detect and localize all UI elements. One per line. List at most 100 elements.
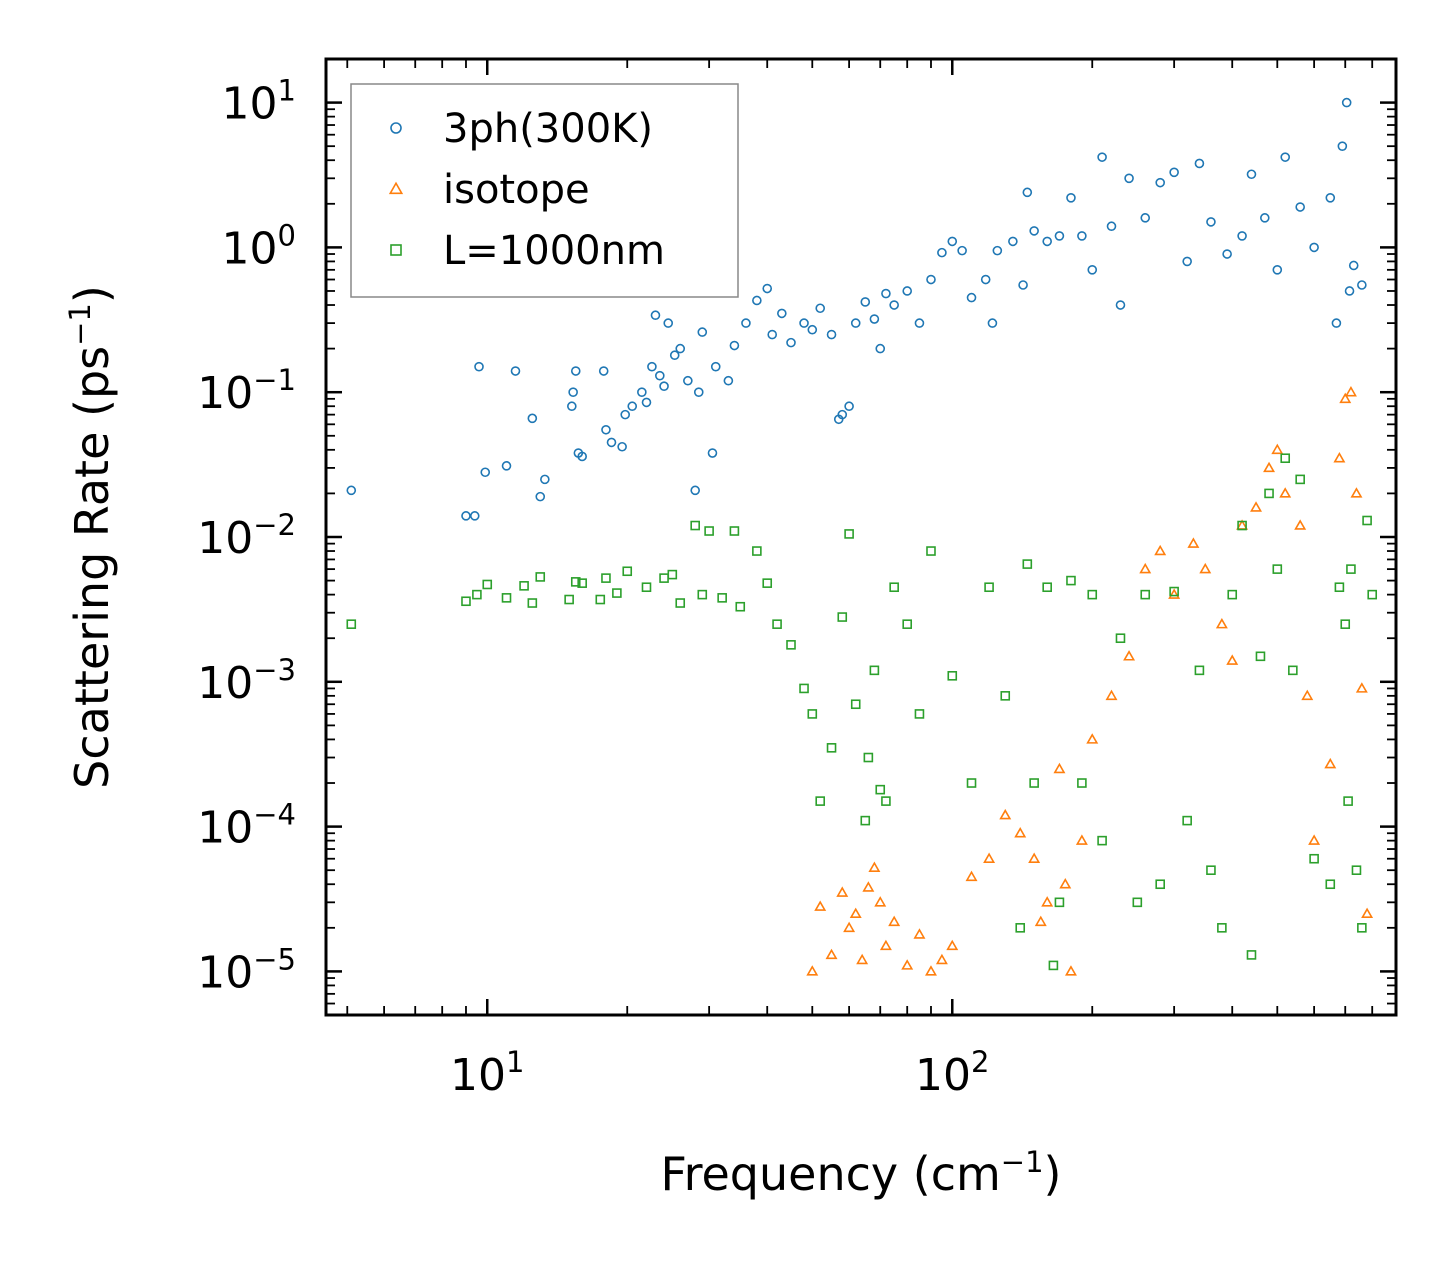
data-point <box>1029 778 1039 788</box>
data-point <box>1042 236 1052 247</box>
data-point <box>1132 897 1143 908</box>
data-point <box>913 928 926 939</box>
data-point <box>690 485 700 496</box>
data-point <box>1182 256 1192 267</box>
y-tick-label: 10−3 <box>197 653 296 709</box>
data-point <box>947 671 958 681</box>
data-point <box>1350 487 1363 498</box>
data-point <box>1272 564 1283 574</box>
data-point <box>1206 217 1216 227</box>
data-point <box>1123 650 1136 661</box>
data-point <box>752 546 762 556</box>
data-point <box>869 314 880 324</box>
data-point <box>914 709 925 719</box>
data-point <box>1215 617 1228 629</box>
data-point <box>1362 515 1372 526</box>
data-point <box>717 593 727 603</box>
data-point <box>1000 691 1011 701</box>
data-point <box>777 308 787 319</box>
data-point <box>729 340 740 351</box>
data-point <box>1064 965 1077 976</box>
data-point <box>935 953 948 965</box>
data-point <box>1222 249 1232 259</box>
data-point <box>1337 141 1348 151</box>
data-point <box>1264 488 1274 499</box>
data-point <box>1217 923 1227 933</box>
data-point <box>690 520 700 531</box>
legend-entries: 3ph(300K) isotope L=1000nm <box>388 106 665 274</box>
data-point <box>1059 878 1072 889</box>
data-point <box>1237 231 1247 241</box>
data-point <box>1022 559 1033 569</box>
legend-label: L=1000nm <box>443 228 665 274</box>
data-point <box>856 953 869 965</box>
data-point <box>1367 589 1378 600</box>
data-point <box>752 295 762 306</box>
data-point <box>860 297 871 307</box>
data-point <box>510 366 521 376</box>
data-point <box>1339 392 1352 404</box>
legend-frame <box>350 83 739 298</box>
data-point <box>501 593 512 603</box>
data-point <box>1182 815 1192 826</box>
data-point <box>1194 665 1205 676</box>
data-point <box>875 343 886 354</box>
series-2 <box>806 385 1374 976</box>
data-point <box>1140 589 1151 600</box>
data-point <box>655 370 665 381</box>
plot-area-frame <box>324 57 1398 1017</box>
data-point <box>786 337 796 348</box>
data-point <box>1028 852 1041 863</box>
data-point <box>1280 453 1291 464</box>
legend-entry: 3ph(300K) <box>390 106 653 152</box>
data-point <box>984 582 994 593</box>
data-point <box>1075 834 1088 845</box>
legend-label: isotope <box>443 167 590 213</box>
data-point <box>815 303 826 314</box>
data-point <box>799 683 809 694</box>
data-point <box>461 596 471 607</box>
data-point <box>946 939 959 951</box>
data-point <box>693 387 704 397</box>
data-point <box>844 401 854 412</box>
x-tick-label: 102 <box>915 1045 989 1101</box>
data-point <box>1054 231 1065 241</box>
data-point <box>1301 689 1314 701</box>
data-point <box>1348 260 1359 271</box>
data-point <box>601 424 611 435</box>
data-point <box>1054 897 1065 908</box>
data-point <box>1325 193 1336 203</box>
data-point <box>983 852 996 863</box>
data-point <box>843 921 856 933</box>
data-point <box>1029 226 1039 236</box>
data-point <box>1295 474 1305 485</box>
data-point <box>729 526 740 536</box>
data-point <box>527 413 538 424</box>
data-point <box>663 318 674 328</box>
data-point <box>902 619 913 629</box>
data-point <box>836 886 849 897</box>
data-point <box>1066 575 1076 586</box>
data-point <box>1357 280 1367 290</box>
data-point <box>868 861 881 872</box>
data-point <box>620 409 631 420</box>
data-point <box>1169 586 1179 597</box>
data-point <box>902 286 913 296</box>
data-point <box>957 245 967 256</box>
y-tick-label: 10−5 <box>197 942 296 998</box>
data-point <box>926 546 936 556</box>
data-point <box>1263 461 1276 473</box>
series-1 <box>346 97 1367 521</box>
data-point <box>659 381 669 392</box>
data-point <box>999 808 1012 820</box>
data-point <box>1041 896 1054 907</box>
legend-label: 3ph(300K) <box>443 106 653 152</box>
data-point <box>641 582 652 593</box>
data-point <box>762 283 773 294</box>
data-point <box>617 441 627 452</box>
data-point <box>875 784 886 795</box>
data-point <box>741 318 751 328</box>
data-point <box>966 778 977 788</box>
data-point <box>1308 834 1321 845</box>
data-point <box>826 329 837 340</box>
